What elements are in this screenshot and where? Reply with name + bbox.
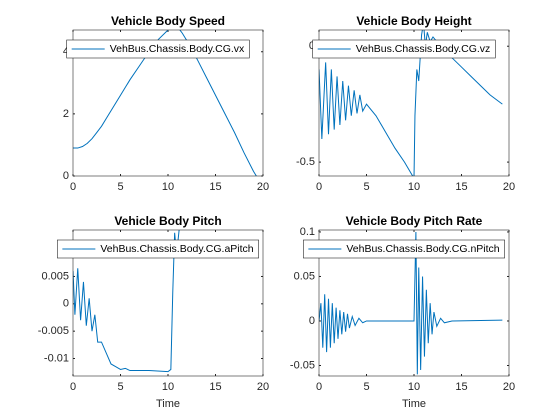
x-tick-label: 5 [117, 381, 123, 393]
chart-title: Vehicle Body Pitch Rate [346, 214, 483, 228]
x-tick-label: 15 [455, 181, 467, 193]
legend: VehBus.Chassis.Body.CG.vz [312, 39, 496, 59]
x-tick-label: 15 [209, 381, 221, 393]
y-tick-label: 0 [63, 298, 69, 310]
legend-label: VehBus.Chassis.Body.CG.vz [356, 43, 491, 55]
x-tick-label: 5 [363, 181, 369, 193]
y-tick-label: 0.005 [41, 270, 69, 282]
y-tick-label: 0 [309, 40, 315, 52]
legend-box [57, 239, 259, 259]
y-tick-label: 0 [309, 315, 315, 327]
x-tick-label: 0 [70, 181, 76, 193]
legend-label: VehBus.Chassis.Body.CG.vx [110, 43, 245, 55]
x-tick-label: 5 [117, 181, 123, 193]
y-tick-label: -0.5 [296, 156, 315, 168]
x-tick-label: 15 [455, 381, 467, 393]
legend: VehBus.Chassis.Body.CG.nPitch [303, 239, 505, 259]
x-tick-label: 20 [503, 181, 515, 193]
axes-box [72, 229, 264, 377]
x-tick-label: 10 [408, 181, 420, 193]
legend: VehBus.Chassis.Body.CG.aPitch [57, 239, 259, 259]
x-tick-label: 15 [209, 181, 221, 193]
y-tick-label: 4 [63, 46, 69, 58]
axes-box [318, 229, 510, 377]
legend-box [312, 39, 496, 59]
chart-title: Vehicle Body Speed [111, 14, 225, 28]
x-tick-label: 0 [70, 381, 76, 393]
x-tick-label: 10 [162, 381, 174, 393]
y-tick-label: -0.01 [44, 352, 69, 364]
legend-label: VehBus.Chassis.Body.CG.aPitch [100, 243, 253, 255]
y-tick-label: 2 [63, 108, 69, 120]
x-tick-label: 0 [316, 381, 322, 393]
legend-label: VehBus.Chassis.Body.CG.nPitch [346, 243, 499, 255]
x-tick-label: 5 [363, 381, 369, 393]
x-tick-label: 20 [503, 381, 515, 393]
x-axis-label: Time [156, 398, 180, 410]
y-tick-label: 0.05 [294, 270, 315, 282]
y-tick-label: -0.05 [290, 359, 315, 371]
x-tick-label: 20 [257, 181, 269, 193]
y-tick-label: 0 [63, 170, 69, 182]
chart-title: Vehicle Body Height [356, 14, 471, 28]
legend: VehBus.Chassis.Body.CG.vx [66, 39, 250, 59]
x-tick-label: 0 [316, 181, 322, 193]
data-line [319, 231, 503, 375]
y-tick-label: -0.005 [38, 325, 69, 337]
x-tick-label: 10 [408, 381, 420, 393]
data-line [73, 30, 257, 176]
x-tick-label: 10 [162, 181, 174, 193]
y-tick-label: 0.1 [300, 226, 315, 238]
axes-box [72, 29, 264, 177]
x-tick-label: 20 [257, 381, 269, 393]
legend-box [303, 239, 505, 259]
chart-title: Vehicle Body Pitch [114, 214, 221, 228]
axes-box [318, 29, 510, 177]
legend-box [66, 39, 250, 59]
x-axis-label: Time [402, 398, 426, 410]
